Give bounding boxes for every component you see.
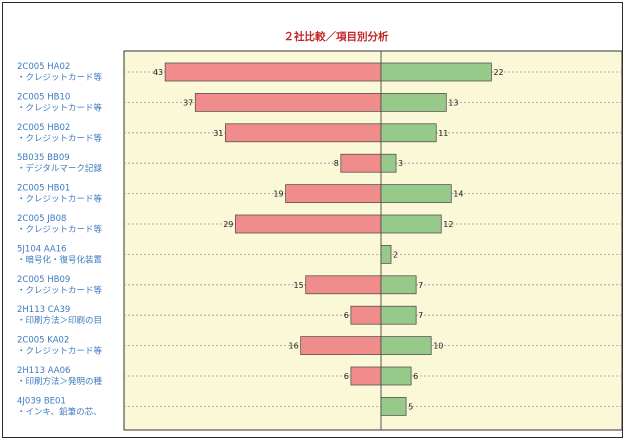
category-desc-label: ・印刷方法＞発明の種 bbox=[17, 376, 103, 387]
bar-left bbox=[164, 62, 382, 82]
category-code-label: 2C005 JB08 bbox=[17, 214, 66, 224]
chart-frame: ２社比較／項目別分析 43 22 37 13 31 11 8 3 19 14 29 12 2 15 7 6 7 1… bbox=[2, 2, 623, 438]
value-label-left: 8 bbox=[334, 159, 339, 168]
category-code-label: 5B035 BB09 bbox=[17, 153, 70, 163]
category-code-label: 2H113 AA06 bbox=[17, 366, 70, 376]
category-desc-label: ・クレジットカード等 bbox=[17, 346, 103, 357]
value-label-left: 15 bbox=[294, 281, 304, 290]
value-label-right: 6 bbox=[413, 372, 418, 381]
value-label-right: 10 bbox=[433, 342, 443, 351]
bar-left bbox=[194, 93, 382, 112]
bar-right bbox=[380, 184, 452, 203]
value-label-right: 7 bbox=[418, 281, 423, 290]
bars: 43 22 37 13 31 11 8 3 19 14 29 12 2 15 7 6 7 16 10 6 6 5 bbox=[153, 62, 504, 416]
category-desc-label: ・クレジットカード等 bbox=[17, 224, 103, 235]
bar-left bbox=[300, 336, 382, 355]
bar-right bbox=[380, 275, 417, 295]
category-desc-label: ・クレジットカード等 bbox=[17, 285, 103, 296]
category-code-label: 4J039 BE01 bbox=[17, 396, 66, 406]
bar-left bbox=[350, 366, 382, 386]
category-code-label: 2C005 HB01 bbox=[17, 184, 70, 194]
bar-right bbox=[380, 245, 392, 264]
category-desc-label: ・クレジットカード等 bbox=[17, 133, 103, 144]
value-label-right: 12 bbox=[443, 220, 453, 229]
bar-right bbox=[380, 336, 432, 355]
category-code-label: 5J104 AA16 bbox=[17, 244, 67, 254]
value-label-right: 3 bbox=[398, 159, 403, 168]
bar-right bbox=[380, 93, 447, 112]
value-label-left: 37 bbox=[183, 98, 193, 107]
category-desc-label: ・暗号化・復号化装置 bbox=[17, 254, 103, 265]
bar-left bbox=[340, 153, 382, 173]
value-label-right: 5 bbox=[408, 402, 413, 411]
bar-right bbox=[380, 366, 412, 386]
bar-left bbox=[285, 184, 382, 203]
value-label-right: 13 bbox=[448, 98, 458, 107]
bar-right bbox=[380, 305, 417, 325]
value-label-right: 14 bbox=[453, 190, 463, 199]
value-label-right: 22 bbox=[493, 68, 503, 77]
category-code-label: 2C005 HA02 bbox=[17, 62, 70, 72]
category-desc-label: ・インキ、鉛筆の芯、 bbox=[17, 406, 102, 417]
category-code-label: 2C005 HB02 bbox=[17, 123, 70, 133]
category-desc-label: ・デジタルマーク記録 bbox=[17, 163, 102, 174]
bar-right bbox=[380, 62, 492, 82]
value-label-left: 29 bbox=[223, 220, 233, 229]
bar-left bbox=[350, 305, 382, 325]
category-code-label: 2C005 KA02 bbox=[17, 336, 69, 346]
category-code-label: 2H113 CA39 bbox=[17, 305, 70, 315]
value-label-left: 6 bbox=[344, 311, 349, 320]
value-label-left: 31 bbox=[213, 129, 223, 138]
bar-right bbox=[380, 397, 407, 416]
chart-title: ２社比較／項目別分析 bbox=[284, 30, 389, 43]
bar-left bbox=[305, 275, 382, 295]
value-label-left: 6 bbox=[344, 372, 349, 381]
category-desc-label: ・クレジットカード等 bbox=[17, 72, 103, 83]
bar-right bbox=[380, 153, 397, 173]
chart-svg: ２社比較／項目別分析 43 22 37 13 31 11 8 3 19 14 29 12 2 15 7 6 7 1… bbox=[17, 30, 623, 431]
category-code-label: 2C005 HB10 bbox=[17, 92, 70, 102]
value-label-right: 11 bbox=[438, 129, 448, 138]
value-label-right: 7 bbox=[418, 311, 423, 320]
category-code-label: 2C005 HB09 bbox=[17, 275, 70, 285]
category-desc-label: ・クレジットカード等 bbox=[17, 102, 103, 113]
bar-right bbox=[380, 214, 442, 234]
value-label-left: 19 bbox=[273, 190, 283, 199]
bar-left bbox=[235, 214, 382, 234]
category-desc-label: ・印刷方法＞印刷の目 bbox=[17, 315, 102, 326]
value-label-right: 2 bbox=[393, 250, 398, 259]
category-desc-label: ・クレジットカード等 bbox=[17, 194, 103, 205]
value-label-left: 16 bbox=[288, 342, 298, 351]
value-label-left: 43 bbox=[153, 68, 163, 77]
bar-right bbox=[380, 123, 437, 143]
bar-left bbox=[225, 123, 382, 143]
